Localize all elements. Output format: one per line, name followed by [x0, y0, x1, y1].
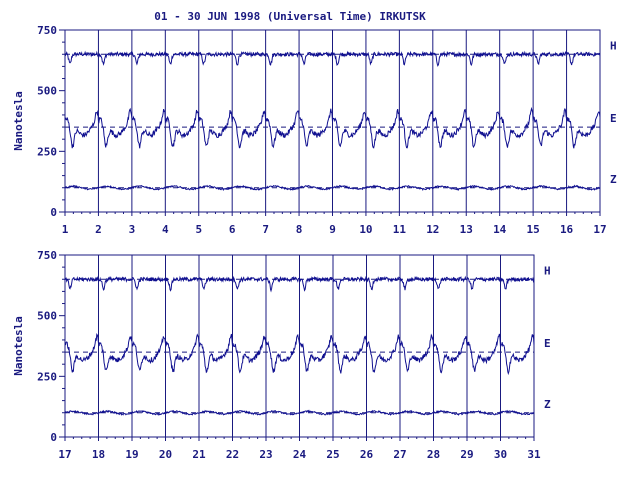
y-tick-label: 0	[50, 206, 57, 219]
x-tick-label: 22	[226, 448, 239, 461]
x-tick-label: 25	[326, 448, 339, 461]
series-label-Z: Z	[544, 398, 551, 411]
x-tick-label: 21	[192, 448, 206, 461]
x-tick-label: 19	[125, 448, 138, 461]
x-tick-label: 12	[426, 223, 439, 236]
x-tick-label: 16	[560, 223, 574, 236]
trace-H	[64, 50, 601, 67]
trace-E	[64, 106, 601, 149]
x-tick-label: 18	[92, 448, 105, 461]
x-tick-label: 24	[293, 448, 307, 461]
x-tick-label: 7	[262, 223, 269, 236]
y-tick-label: 750	[37, 24, 57, 37]
x-tick-label: 6	[229, 223, 236, 236]
x-tick-label: 31	[527, 448, 541, 461]
trace-E	[64, 333, 535, 376]
series-label-E: E	[610, 112, 617, 125]
x-tick-label: 5	[195, 223, 202, 236]
x-tick-label: 11	[393, 223, 407, 236]
trace-H	[64, 275, 535, 293]
x-tick-label: 23	[259, 448, 272, 461]
x-tick-label: 17	[58, 448, 71, 461]
x-tick-label: 15	[527, 223, 540, 236]
x-tick-label: 26	[360, 448, 374, 461]
series-label-Z: Z	[610, 173, 617, 186]
x-tick-label: 20	[159, 448, 172, 461]
x-tick-label: 8	[296, 223, 303, 236]
chart-title: 01 - 30 JUN 1998 (Universal Time) IRKUTS…	[154, 10, 426, 23]
x-tick-label: 14	[493, 223, 507, 236]
y-axis-label: Nanotesla	[12, 316, 25, 376]
x-tick-label: 30	[494, 448, 507, 461]
y-tick-label: 0	[50, 431, 57, 444]
x-tick-label: 4	[162, 223, 169, 236]
y-tick-label: 500	[37, 85, 57, 98]
x-tick-label: 13	[460, 223, 473, 236]
y-tick-label: 250	[37, 145, 57, 158]
series-label-H: H	[544, 264, 551, 277]
series-label-E: E	[544, 337, 551, 350]
y-tick-label: 750	[37, 249, 57, 262]
x-tick-label: 1	[62, 223, 69, 236]
trace-Z	[64, 184, 601, 192]
x-tick-label: 17	[593, 223, 606, 236]
y-tick-label: 250	[37, 370, 57, 383]
x-tick-label: 10	[359, 223, 372, 236]
series-label-H: H	[610, 39, 617, 52]
x-tick-label: 29	[460, 448, 473, 461]
x-tick-label: 2	[95, 223, 102, 236]
panel-bottom: 0 250 500 750 17 18 19 20 21 22 23 24 25 26 27 28 29 30 31…	[12, 249, 551, 461]
x-tick-label: 28	[427, 448, 440, 461]
y-tick-label: 500	[37, 310, 57, 323]
x-tick-label: 3	[129, 223, 136, 236]
x-tick-label: 27	[393, 448, 406, 461]
y-axis-label: Nanotesla	[12, 91, 25, 151]
x-tick-label: 9	[329, 223, 336, 236]
trace-Z	[64, 409, 535, 416]
